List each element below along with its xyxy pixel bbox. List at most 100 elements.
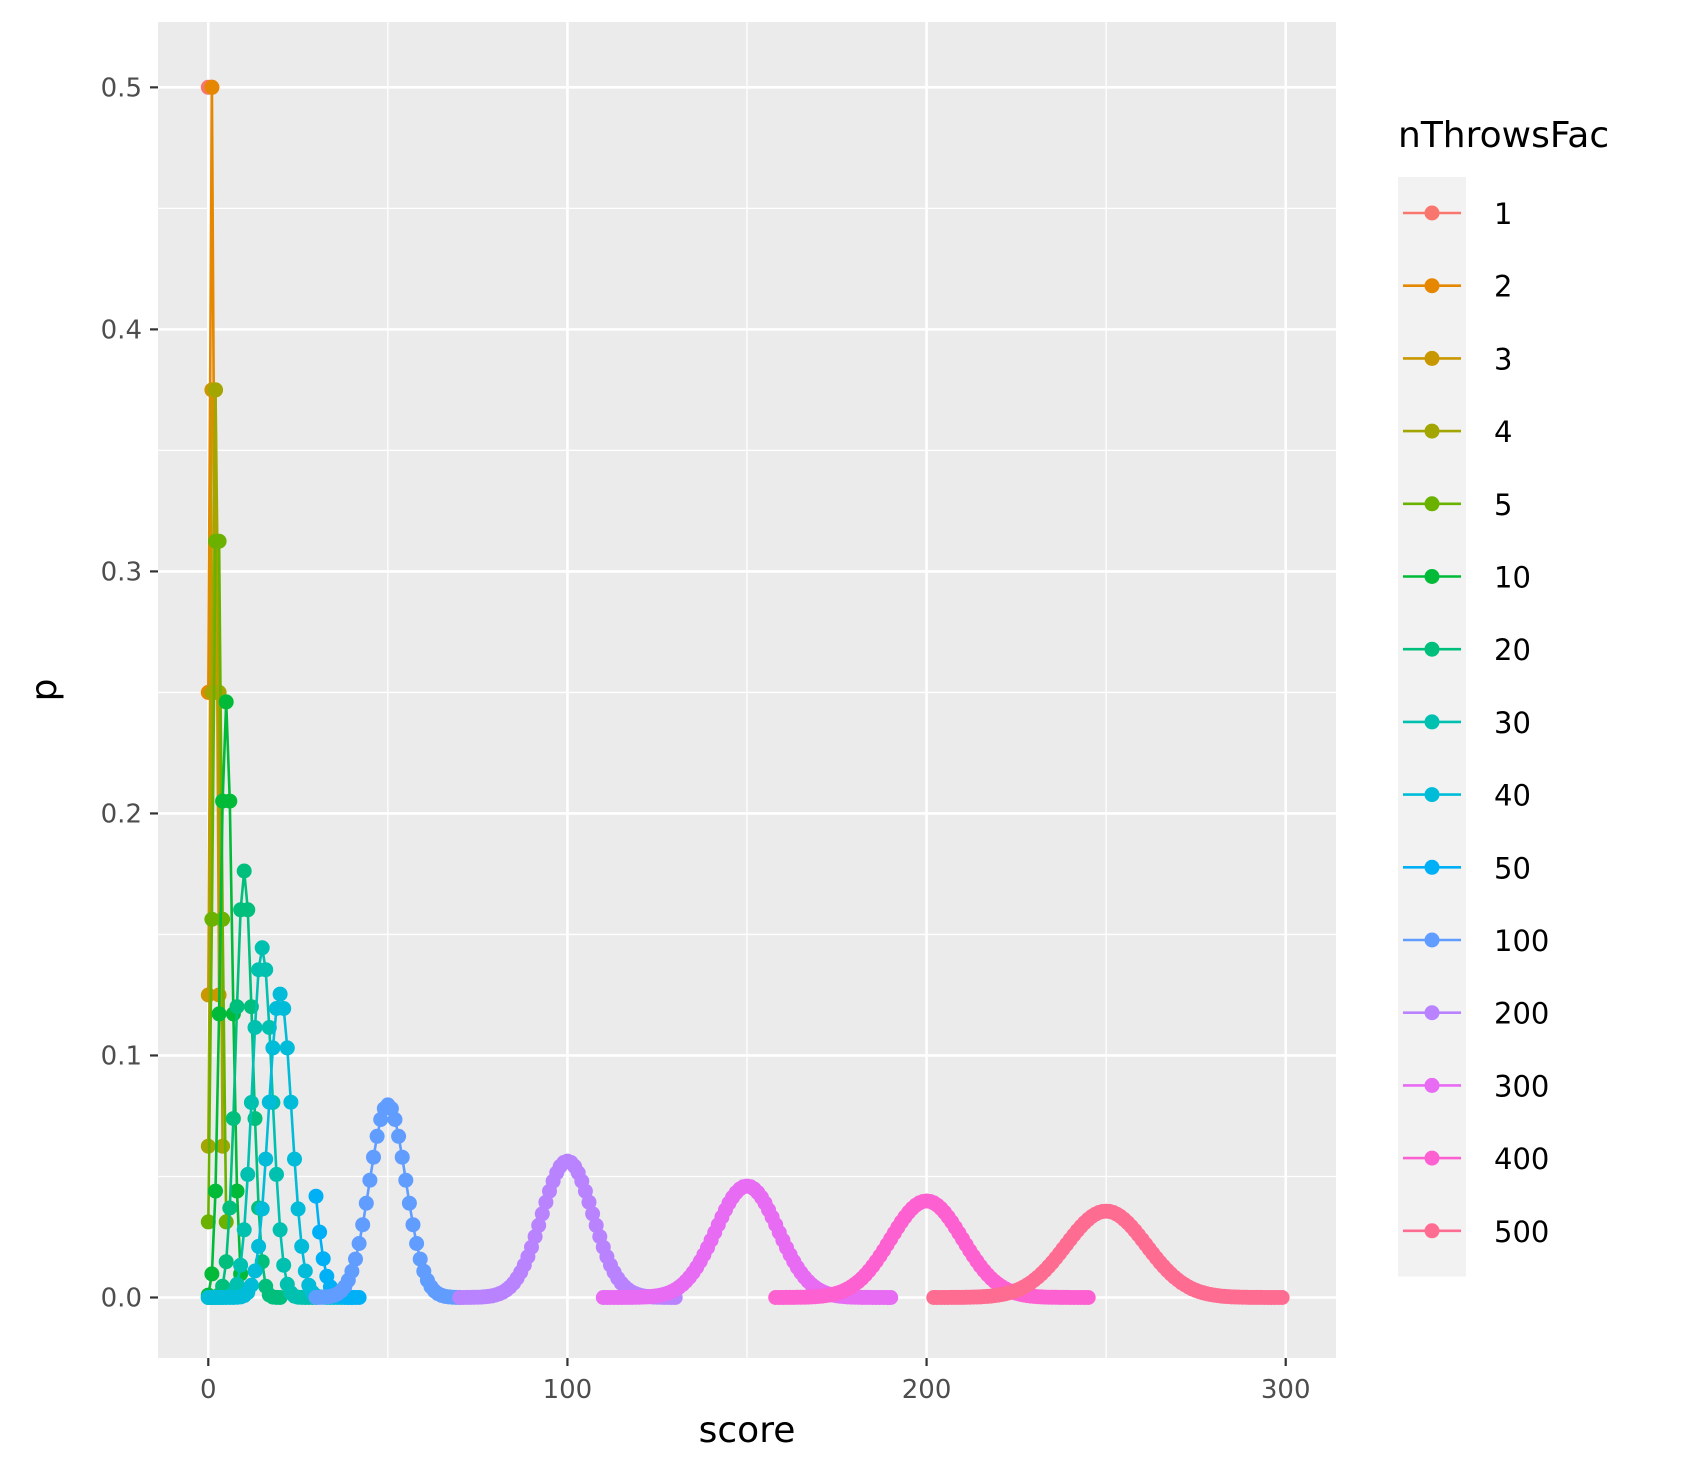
data-point <box>276 1001 292 1016</box>
y-axis-title: p <box>24 679 65 702</box>
legend-item: 20 <box>1403 633 1531 667</box>
data-point <box>581 1194 597 1210</box>
legend-key-point <box>1424 859 1440 875</box>
legend-label: 500 <box>1494 1215 1549 1249</box>
data-point <box>366 1149 381 1165</box>
legend-item: 200 <box>1403 997 1549 1031</box>
y-tick-label: 0.3 <box>101 557 142 587</box>
data-point <box>200 1214 216 1230</box>
legend: nThrowsFac 1 2 3 4 5 10 20 30 40 50 100 200 300 400 50… <box>1398 115 1609 1277</box>
x-tick-label: 200 <box>902 1375 952 1405</box>
legend-label: 100 <box>1494 924 1549 958</box>
data-point <box>254 940 270 956</box>
legend-key-point <box>1424 496 1440 512</box>
data-point <box>258 962 274 978</box>
x-tick-label: 0 <box>200 1375 217 1405</box>
legend-item: 500 <box>1403 1215 1549 1249</box>
data-point <box>883 1290 899 1305</box>
data-point <box>290 1201 306 1217</box>
data-point <box>261 1020 277 1035</box>
axes: 0 100 200 300 0.0 0.1 0.2 0.3 0.4 0.5 <box>101 73 1311 1405</box>
data-point <box>233 1257 249 1273</box>
legend-key-point <box>1424 350 1440 366</box>
legend-item: 100 <box>1403 924 1549 958</box>
data-point <box>405 1217 421 1233</box>
data-point <box>585 1206 601 1222</box>
legend-label: 40 <box>1494 779 1531 813</box>
data-point <box>204 1266 220 1282</box>
data-point <box>204 79 220 95</box>
legend-key-point <box>1424 1150 1440 1166</box>
data-point <box>387 1112 403 1127</box>
data-point <box>1080 1290 1096 1305</box>
x-tick-label: 100 <box>543 1375 593 1405</box>
data-point <box>229 1276 245 1292</box>
legend-item: 2 <box>1403 270 1512 304</box>
data-point <box>279 1040 295 1056</box>
data-point <box>308 1188 324 1204</box>
data-point <box>315 1251 331 1267</box>
series-5 <box>200 533 234 1230</box>
data-point <box>254 1201 270 1217</box>
legend-item: 300 <box>1403 1069 1549 1103</box>
data-point <box>394 1149 410 1165</box>
legend-key-point <box>1424 714 1440 730</box>
series-layer <box>200 79 1290 1305</box>
data-point <box>229 1183 245 1199</box>
legend-item: 40 <box>1403 779 1531 813</box>
data-point <box>218 694 234 710</box>
data-point <box>269 1166 284 1182</box>
legend-label: 200 <box>1494 997 1549 1031</box>
legend-key-point <box>1424 932 1440 948</box>
data-point <box>409 1236 425 1251</box>
legend-label: 400 <box>1494 1142 1549 1176</box>
grid-lines <box>158 22 1336 1358</box>
x-tick-label: 300 <box>1261 1375 1311 1405</box>
data-point <box>211 533 227 549</box>
data-point <box>251 1238 267 1254</box>
data-point <box>240 1166 256 1182</box>
legend-label: 50 <box>1494 851 1531 885</box>
data-point <box>229 999 245 1015</box>
y-tick-label: 0.5 <box>101 73 142 103</box>
legend-item: 5 <box>1403 488 1512 522</box>
legend-key-point <box>1424 787 1440 803</box>
legend-key-point <box>1424 1223 1440 1239</box>
legend-key-point <box>1424 569 1440 584</box>
data-point <box>208 1183 223 1199</box>
y-tick-label: 0.1 <box>101 1041 142 1071</box>
legend-key-point <box>1424 1077 1440 1093</box>
data-point <box>236 1222 252 1238</box>
data-point <box>247 1020 263 1035</box>
data-point <box>401 1195 417 1211</box>
legend-item: 400 <box>1403 1142 1549 1176</box>
legend-key-point <box>1424 423 1440 439</box>
data-point <box>287 1151 302 1167</box>
data-point <box>265 1040 281 1056</box>
series-100 <box>308 1097 468 1305</box>
legend-key-point <box>1424 641 1440 657</box>
legend-title: nThrowsFac <box>1398 115 1609 156</box>
legend-item: 50 <box>1403 851 1531 885</box>
legend-label: 30 <box>1494 706 1531 740</box>
legend-label: 2 <box>1494 270 1512 304</box>
legend-item: 4 <box>1403 415 1512 449</box>
data-point <box>236 863 252 879</box>
data-point <box>204 911 220 927</box>
data-point <box>351 1236 367 1251</box>
legend-item: 1 <box>1403 197 1512 231</box>
legend-key-point <box>1424 278 1440 294</box>
data-point <box>247 1263 263 1279</box>
data-point <box>218 1254 234 1270</box>
legend-item: 3 <box>1403 342 1512 376</box>
data-point <box>243 1277 259 1293</box>
data-point <box>312 1224 328 1240</box>
data-point <box>272 1222 288 1238</box>
legend-label: 20 <box>1494 633 1531 667</box>
data-point <box>261 1094 277 1110</box>
legend-label: 5 <box>1494 488 1512 522</box>
data-point <box>208 382 223 398</box>
data-point <box>534 1206 550 1222</box>
data-point <box>391 1128 407 1144</box>
